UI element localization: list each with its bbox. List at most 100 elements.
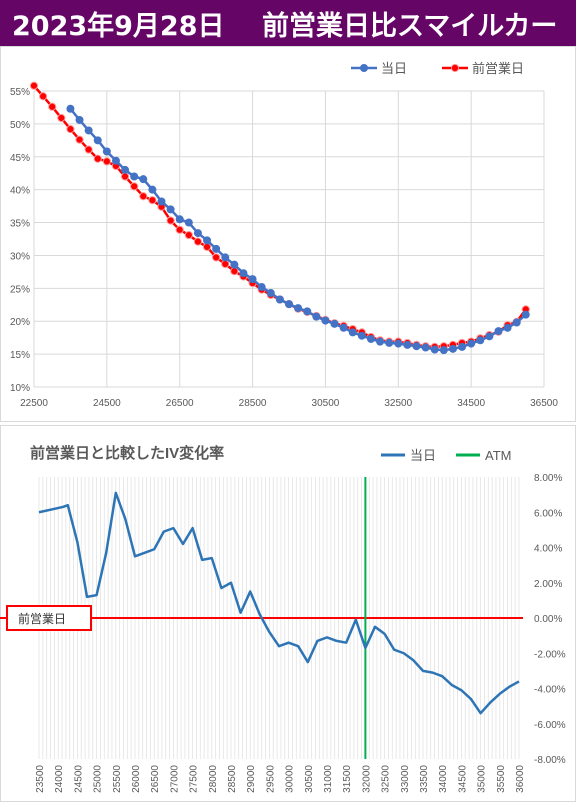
data-point-today bbox=[139, 175, 148, 184]
data-point-prev bbox=[184, 230, 193, 240]
data-point-today bbox=[266, 288, 275, 297]
data-point-prev bbox=[130, 182, 139, 191]
data-point-today bbox=[412, 342, 421, 351]
data-point-today bbox=[512, 318, 521, 327]
x-tick-label: 25500 bbox=[112, 765, 123, 793]
report-date: 2023年9月28日 bbox=[12, 11, 225, 42]
x-tick-label: 30500 bbox=[304, 765, 315, 793]
title-banner: 2023年9月28日 前営業日比スマイルカーブ bbox=[0, 0, 576, 81]
data-point-today bbox=[357, 331, 366, 340]
x-tick-label: 36000 bbox=[515, 765, 526, 793]
x-tick-label: 25000 bbox=[93, 765, 104, 793]
x-tick-label: 36500 bbox=[530, 398, 558, 409]
legend-label-today: 当日 bbox=[410, 448, 436, 463]
data-point-today bbox=[485, 332, 494, 341]
x-tick-label: 29500 bbox=[265, 765, 276, 793]
data-point-prev bbox=[166, 216, 175, 225]
data-point-prev bbox=[84, 145, 93, 154]
data-point-today bbox=[503, 323, 512, 332]
data-point-today bbox=[439, 346, 448, 355]
data-point-today bbox=[330, 319, 339, 328]
x-tick-label: 33000 bbox=[400, 765, 411, 793]
data-point-today bbox=[221, 253, 230, 262]
legend-label-atm: ATM bbox=[485, 448, 511, 463]
data-point-prev bbox=[139, 192, 148, 201]
data-point-prev bbox=[120, 172, 130, 181]
data-point-prev bbox=[148, 196, 157, 205]
x-tick-label: 26500 bbox=[166, 398, 194, 409]
data-point-today bbox=[348, 328, 357, 337]
data-point-prev bbox=[193, 237, 203, 246]
x-tick-label: 34500 bbox=[457, 398, 485, 409]
y-tick-label: -4.00% bbox=[534, 685, 566, 696]
data-point-prev bbox=[212, 253, 221, 262]
data-point-prev bbox=[48, 102, 57, 111]
baseline-label: 前営業日 bbox=[18, 611, 66, 626]
data-point-prev bbox=[102, 157, 111, 166]
x-tick-label: 35000 bbox=[477, 765, 488, 793]
x-tick-label: 33500 bbox=[419, 765, 430, 793]
data-point-today bbox=[84, 126, 93, 135]
x-tick-label: 35500 bbox=[496, 765, 507, 793]
x-tick-label: 32000 bbox=[361, 765, 372, 793]
y-tick-label: 30% bbox=[10, 251, 30, 262]
y-tick-label: 6.00% bbox=[534, 508, 562, 519]
data-point-today bbox=[203, 236, 212, 245]
x-tick-label: 22500 bbox=[20, 398, 48, 409]
y-tick-label: -6.00% bbox=[534, 720, 566, 731]
data-point-today bbox=[121, 165, 130, 174]
x-tick-label: 26500 bbox=[150, 765, 161, 793]
data-point-today bbox=[303, 307, 312, 316]
data-point-today bbox=[248, 275, 257, 284]
data-point-prev bbox=[221, 259, 230, 269]
data-point-today bbox=[430, 345, 439, 354]
x-tick-label: 28000 bbox=[208, 765, 219, 793]
data-point-today bbox=[157, 197, 166, 206]
y-tick-label: 25% bbox=[10, 284, 30, 295]
legend-marker-prev bbox=[450, 63, 460, 73]
x-tick-label: 27500 bbox=[189, 765, 200, 793]
baseline-label-box bbox=[6, 605, 92, 631]
data-point-prev bbox=[57, 113, 66, 123]
x-tick-label: 30500 bbox=[312, 398, 340, 409]
data-point-prev bbox=[66, 125, 75, 134]
data-point-prev bbox=[75, 135, 84, 144]
data-point-today bbox=[494, 327, 503, 336]
x-tick-label: 24500 bbox=[93, 398, 121, 409]
data-point-today bbox=[148, 185, 157, 194]
data-point-today bbox=[312, 312, 321, 321]
data-point-prev bbox=[39, 92, 48, 101]
data-point-today bbox=[476, 336, 485, 345]
data-point-today bbox=[257, 283, 266, 292]
x-tick-label: 26000 bbox=[131, 765, 142, 793]
legend-label-prev: 前営業日 bbox=[472, 61, 524, 76]
smile-curve-chart: 10% 15% 20% 25% 30% 35% 40% 45% 50% 55% 22500 24500… bbox=[0, 46, 576, 422]
x-tick-label: 29000 bbox=[246, 765, 257, 793]
legend-marker-today bbox=[360, 64, 368, 72]
x-tick-label: 24000 bbox=[54, 765, 65, 793]
y-tick-label: 55% bbox=[10, 87, 30, 98]
y-tick-label: 2.00% bbox=[534, 579, 562, 590]
y-tick-label: 35% bbox=[10, 219, 30, 230]
data-point-today bbox=[75, 115, 84, 124]
data-point-today bbox=[275, 295, 284, 304]
x-tick-label: 27000 bbox=[169, 765, 180, 793]
x-tick-label: 30000 bbox=[285, 765, 296, 793]
y-tick-label: 50% bbox=[10, 120, 30, 131]
y-tick-label: 0.00% bbox=[534, 614, 562, 625]
data-point-today bbox=[93, 136, 102, 145]
data-point-today bbox=[212, 244, 221, 253]
data-point-today bbox=[239, 269, 248, 278]
x-tick-label: 28500 bbox=[227, 765, 238, 793]
x-tick-label: 32500 bbox=[384, 398, 412, 409]
data-point-today bbox=[285, 300, 293, 309]
data-point-today bbox=[339, 323, 348, 332]
y-tick-label: 10% bbox=[10, 383, 30, 394]
data-point-prev bbox=[175, 225, 184, 234]
y-tick-label: 40% bbox=[10, 186, 30, 197]
y-tick-label: -2.00% bbox=[534, 649, 566, 660]
x-tick-label: 28500 bbox=[239, 398, 267, 409]
data-point-today bbox=[376, 337, 385, 346]
y-tick-label: 15% bbox=[10, 350, 30, 361]
